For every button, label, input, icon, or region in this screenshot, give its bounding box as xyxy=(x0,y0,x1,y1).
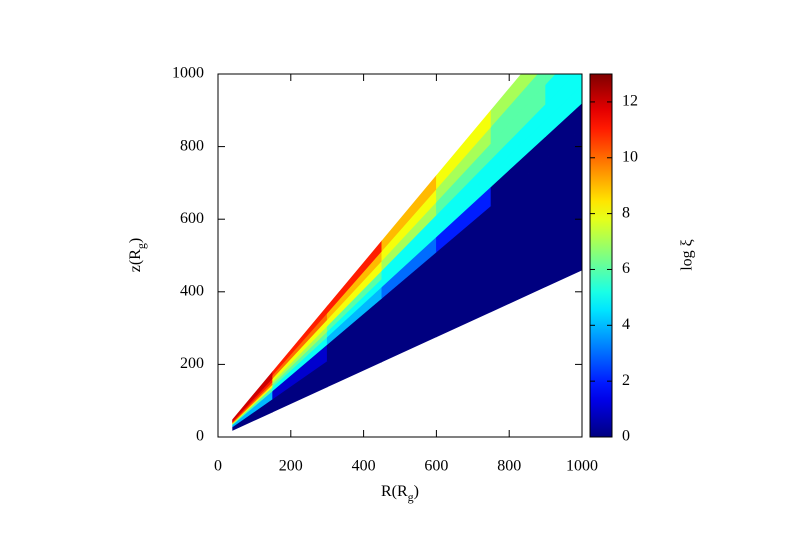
colorbar-tick-label: 8 xyxy=(622,204,630,221)
x-tick-label: 1000 xyxy=(566,458,598,475)
map-cell xyxy=(490,74,538,128)
y-tick-label: 200 xyxy=(180,355,204,372)
map-cell xyxy=(545,84,582,138)
colorbar-tick-label: 10 xyxy=(622,148,638,165)
y-axis-label: z(Rg) xyxy=(127,238,148,272)
map-cell xyxy=(546,1,582,64)
x-label-main: R(R xyxy=(381,483,408,500)
y-label-main: z(R xyxy=(127,249,144,272)
map-cell xyxy=(545,74,582,121)
map-cell xyxy=(545,74,576,105)
map-cell xyxy=(490,74,546,144)
colorbar xyxy=(589,73,613,438)
x-tick-label: 400 xyxy=(352,458,376,475)
map-cell xyxy=(545,102,582,160)
colorbar-tick-label: 2 xyxy=(622,372,630,389)
colorbar-tick-label: 6 xyxy=(622,260,630,277)
x-tick-label: 200 xyxy=(279,458,303,475)
y-tick-label: 1000 xyxy=(172,65,204,82)
map-area xyxy=(232,1,582,431)
x-label-sub: g xyxy=(408,490,414,504)
y-label-end: ) xyxy=(127,238,144,243)
y-label-sub: g xyxy=(134,243,148,249)
x-tick-label: 800 xyxy=(497,458,521,475)
map-cell xyxy=(545,74,556,85)
map-cell xyxy=(545,128,582,209)
y-tick-label: 800 xyxy=(180,137,204,154)
x-tick-label: 0 xyxy=(214,458,222,475)
colorbar-tick-label: 12 xyxy=(622,93,638,110)
y-tick-label: 400 xyxy=(180,282,204,299)
x-tick-label: 600 xyxy=(424,458,448,475)
y-tick-label: 600 xyxy=(180,210,204,227)
colorbar-tick-label: 0 xyxy=(622,428,630,445)
x-axis-label: R(Rg) xyxy=(381,483,419,504)
map-cell xyxy=(545,182,582,288)
plot-frame xyxy=(217,73,583,438)
x-label-end: ) xyxy=(414,483,419,500)
y-tick-label: 0 xyxy=(196,428,204,445)
colorbar-tick-label: 4 xyxy=(622,316,630,333)
colorbar-label: log ξ xyxy=(679,239,696,271)
